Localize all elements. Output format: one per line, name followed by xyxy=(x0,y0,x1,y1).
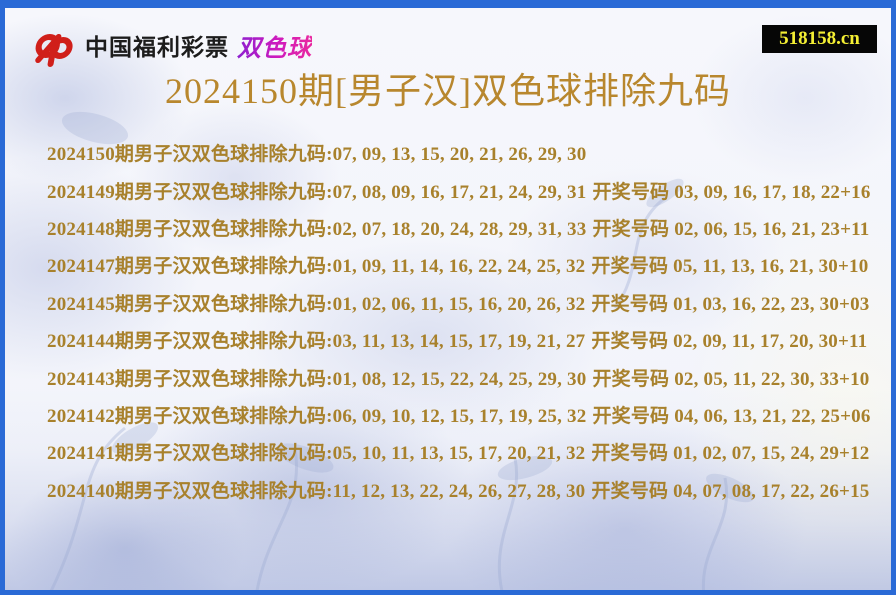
brand-highlight: 双色球 xyxy=(237,28,312,63)
row-exclusion-text: 2024140期男子汉双色球排除九码:11, 12, 13, 22, 24, 2… xyxy=(47,480,586,502)
row-exclusion-text: 2024148期男子汉双色球排除九码:02, 07, 18, 20, 24, 2… xyxy=(47,218,587,240)
row-draw-result-text: 开奖号码 02, 05, 11, 22, 30, 33+10 xyxy=(592,368,870,390)
row-exclusion-text: 2024145期男子汉双色球排除九码:01, 02, 06, 11, 15, 1… xyxy=(47,293,586,315)
row-draw-result-text: 开奖号码 04, 07, 08, 17, 22, 26+15 xyxy=(591,480,870,502)
cwl-logo-icon xyxy=(35,34,73,67)
row-exclusion-text: 2024141期男子汉双色球排除九码:05, 10, 11, 13, 15, 1… xyxy=(47,443,586,465)
lottery-row: 2024142期男子汉双色球排除九码:06, 09, 10, 12, 15, 1… xyxy=(47,396,879,433)
lottery-row: 2024145期男子汉双色球排除九码:01, 02, 06, 11, 15, 1… xyxy=(47,284,879,321)
row-exclusion-text: 2024144期男子汉双色球排除九码:03, 11, 13, 14, 15, 1… xyxy=(47,331,586,353)
row-exclusion-text: 2024147期男子汉双色球排除九码:01, 09, 11, 14, 16, 2… xyxy=(47,256,586,278)
row-draw-result-text: 开奖号码 02, 09, 11, 17, 20, 30+11 xyxy=(591,331,868,353)
row-draw-result-text: 开奖号码 01, 03, 16, 22, 23, 30+03 xyxy=(591,293,870,315)
row-draw-result-text: 开奖号码 01, 02, 07, 15, 24, 29+12 xyxy=(591,443,870,465)
lottery-row: 2024140期男子汉双色球排除九码:11, 12, 13, 22, 24, 2… xyxy=(47,471,879,508)
lottery-row: 2024143期男子汉双色球排除九码:01, 08, 12, 15, 22, 2… xyxy=(47,358,879,395)
brand[interactable]: 中国福利彩票 双色球 xyxy=(31,22,312,68)
row-exclusion-text: 2024150期男子汉双色球排除九码:07, 09, 13, 15, 20, 2… xyxy=(47,144,587,166)
lottery-row: 2024147期男子汉双色球排除九码:01, 09, 11, 14, 16, 2… xyxy=(47,246,879,283)
row-draw-result-text: 开奖号码 02, 06, 15, 16, 21, 23+11 xyxy=(592,218,870,240)
row-draw-result-text: 开奖号码 04, 06, 13, 21, 22, 25+06 xyxy=(592,405,871,427)
lottery-row: 2024148期男子汉双色球排除九码:02, 07, 18, 20, 24, 2… xyxy=(47,209,879,246)
top-border-accent xyxy=(0,0,896,3)
lottery-row: 2024150期男子汉双色球排除九码:07, 09, 13, 15, 20, 2… xyxy=(47,134,879,171)
row-draw-result-text: 开奖号码 05, 11, 13, 16, 21, 30+10 xyxy=(591,256,869,278)
lottery-row: 2024149期男子汉双色球排除九码:07, 08, 09, 16, 17, 2… xyxy=(47,171,879,208)
header: 中国福利彩票 双色球 518158.cn xyxy=(31,18,877,70)
lottery-row: 2024144期男子汉双色球排除九码:03, 11, 13, 14, 15, 1… xyxy=(47,321,879,358)
page-title: 2024150期[男子汉]双色球排除九码 xyxy=(165,71,731,111)
brand-text: 中国福利彩票 xyxy=(85,35,229,61)
lottery-row: 2024141期男子汉双色球排除九码:05, 10, 11, 13, 15, 1… xyxy=(47,433,879,470)
row-exclusion-text: 2024143期男子汉双色球排除九码:01, 08, 12, 15, 22, 2… xyxy=(47,368,587,390)
row-exclusion-text: 2024142期男子汉双色球排除九码:06, 09, 10, 12, 15, 1… xyxy=(47,405,587,427)
lottery-rows: 2024150期男子汉双色球排除九码:07, 09, 13, 15, 20, 2… xyxy=(47,134,879,508)
row-draw-result-text: 开奖号码 03, 09, 16, 17, 18, 22+16 xyxy=(592,181,871,203)
site-url-badge[interactable]: 518158.cn xyxy=(762,25,877,53)
row-exclusion-text: 2024149期男子汉双色球排除九码:07, 08, 09, 16, 17, 2… xyxy=(47,181,587,203)
watercolor-background-art xyxy=(5,8,891,590)
